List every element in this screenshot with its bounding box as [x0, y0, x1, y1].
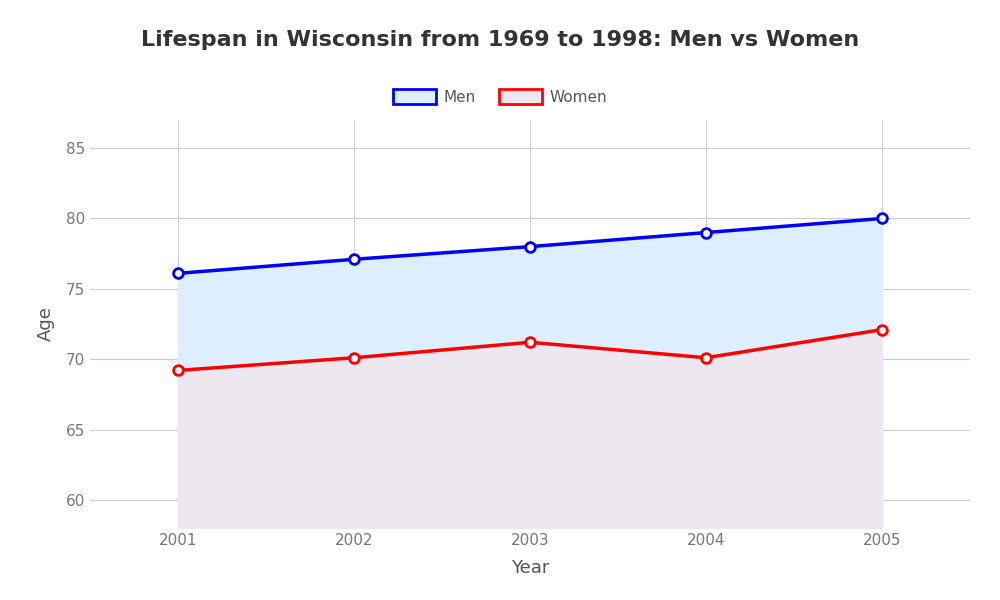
Legend: Men, Women: Men, Women [387, 83, 613, 111]
Y-axis label: Age: Age [37, 307, 55, 341]
Text: Lifespan in Wisconsin from 1969 to 1998: Men vs Women: Lifespan in Wisconsin from 1969 to 1998:… [141, 30, 859, 50]
X-axis label: Year: Year [511, 559, 549, 577]
